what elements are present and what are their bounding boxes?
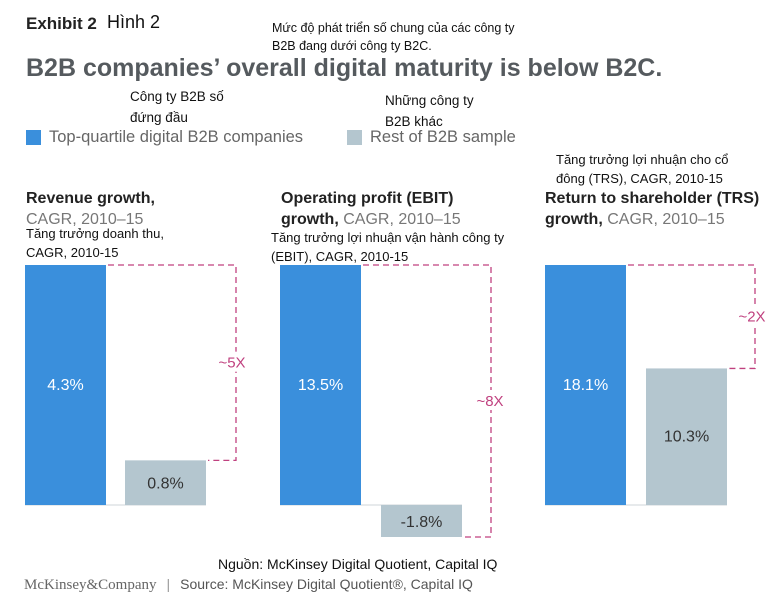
panel-2-vn: Tăng trưởng lợi nhuận vận hành công ty (… <box>271 230 505 264</box>
source-note-vn: Nguồn: McKinsey Digital Quotient, Capita… <box>218 556 498 572</box>
panel-2-ratio-label: ~8X <box>476 393 503 410</box>
brand-logo: McKinsey&Company <box>24 577 157 593</box>
panel-3-vn: Tăng trưởng lợi nhuận cho cổ đông (TRS),… <box>556 152 729 186</box>
panel-1-ratio-label-bg <box>216 351 248 372</box>
panel-1-title-bold: Revenue growth, <box>26 190 155 207</box>
legend-top-vn: Công ty B2B số đứng đầu <box>130 89 224 125</box>
panel-2-bar-rest <box>381 505 462 537</box>
panel-3-value-label-rest: 10.3% <box>664 428 709 445</box>
source-note: Source: McKinsey Digital Quotient®, Capi… <box>180 576 473 592</box>
chart-title-vn: Mức độ phát triển số chung của các công … <box>272 21 515 53</box>
legend-swatch-top <box>26 130 41 145</box>
legend-top-label: Top-quartile digital B2B companies <box>49 128 304 146</box>
panel-1-ratio-label: ~5X <box>218 355 245 372</box>
legend-rest-vn: Những công ty B2B khác <box>385 93 474 129</box>
footer: McKinsey&Company | Source: McKinsey Digita… <box>24 576 473 594</box>
exhibit-label: Exhibit 2 <box>26 14 97 33</box>
panel-3-bar-top-quartile <box>545 265 626 505</box>
panel-2-title-bold-1: Operating profit (EBIT) <box>281 190 454 207</box>
panel-1-value-label-rest: 0.8% <box>147 476 183 493</box>
panel-2-ratio-label-bg <box>474 390 506 410</box>
panel-3-title: Return to shareholder (TRS) growth, CAGR… <box>545 188 759 230</box>
panel-2-bar-top-quartile <box>280 265 361 505</box>
panel-2-title: Operating profit (EBIT) growth, CAGR, 20… <box>281 188 461 230</box>
panel-3-title-bold-1: Return to shareholder (TRS) <box>545 190 760 207</box>
panel-2-value-label-rest: -1.8% <box>401 514 443 531</box>
panel-3-ratio-label-bg <box>736 305 768 326</box>
panel-1-bar-rest <box>125 460 206 505</box>
panel-1-vn: Tăng trưởng doanh thu, CAGR, 2010-15 <box>26 226 164 260</box>
panel-3-ratio-bracket <box>628 264 756 370</box>
chart-title: B2B companies’ overall digital maturity … <box>26 54 663 82</box>
panel-2-title-sub: CAGR, 2010–15 <box>343 211 461 228</box>
footer-separator: | <box>166 576 171 592</box>
panel-3-bar-rest <box>646 368 727 505</box>
panel-1-title-sub: CAGR, 2010–15 <box>26 211 144 228</box>
panel-2-value-label-top-quartile: 13.5% <box>298 377 343 394</box>
panel-3-title-sub: CAGR, 2010–15 <box>607 211 725 228</box>
panel-1-bar-top-quartile <box>25 265 106 505</box>
legend-top-quartile: Top-quartile digital B2B companies <box>26 128 303 147</box>
legend-rest-label: Rest of B2B sample <box>370 128 516 146</box>
panel-2-ratio-bracket <box>363 264 492 538</box>
legend-rest: Rest of B2B sample <box>347 128 516 147</box>
panel-3-title-bold-2: growth, <box>545 211 603 228</box>
panel-1-title: Revenue growth, CAGR, 2010–15 <box>26 188 155 230</box>
panel-3-value-label-top-quartile: 18.1% <box>563 377 608 394</box>
panel-3-ratio-label: ~2X <box>738 309 765 326</box>
legend-swatch-rest <box>347 130 362 145</box>
panel-2-title-bold-2: growth, <box>281 211 339 228</box>
exhibit-label-vn: Hình 2 <box>107 12 161 32</box>
panel-1-value-label-top-quartile: 4.3% <box>47 377 83 394</box>
